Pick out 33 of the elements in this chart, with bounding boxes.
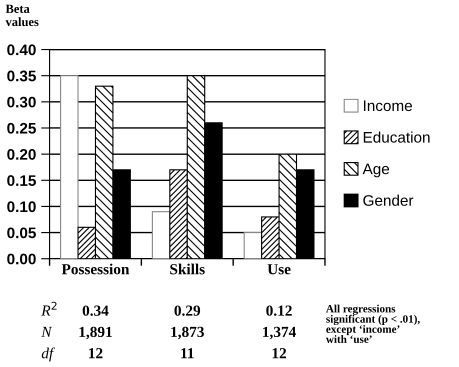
y-tick-label: 0.20 (7, 149, 36, 160)
text: 0.34 (82, 305, 109, 316)
text: 0.12 (266, 305, 292, 316)
y-tick-label: 0.35 (7, 70, 36, 82)
legend-label: Education (364, 131, 430, 143)
y-tick-label: 0.40 (7, 44, 36, 56)
x-tick-label: Use (268, 264, 291, 274)
text: 0.29 (174, 305, 200, 316)
bar (244, 232, 262, 259)
text: 1,374 (263, 326, 296, 340)
text: 1,891 (80, 326, 112, 340)
text: 11 (181, 348, 194, 358)
y-tick-label: 0.15 (7, 175, 36, 186)
text: All regressions significant (p < .01), except ‘income’ with ‘use’ (326, 304, 420, 343)
legend-label: Age (362, 164, 390, 178)
text: df (42, 348, 55, 362)
y-tick-label: 0.30 (7, 96, 36, 108)
text: N (41, 326, 52, 337)
text: 12 (89, 348, 102, 358)
x-tick-label: Skills (170, 264, 205, 274)
y-tick-label: 0.05 (7, 227, 36, 238)
y-tick-label: 0.25 (7, 122, 36, 134)
legend-label: Gender (363, 194, 414, 206)
text: 1,873 (171, 326, 204, 340)
text: R$^{2}$ (41, 302, 57, 316)
y-tick-label: 0.10 (7, 201, 36, 212)
text: 12 (272, 348, 286, 358)
y-axis-title: Beta values (6, 4, 39, 26)
x-tick-label: Possession (62, 264, 130, 274)
bar (60, 75, 79, 259)
legend-label: Income (364, 100, 412, 112)
y-tick-label: 0.00 (7, 254, 36, 264)
bar (152, 211, 170, 259)
